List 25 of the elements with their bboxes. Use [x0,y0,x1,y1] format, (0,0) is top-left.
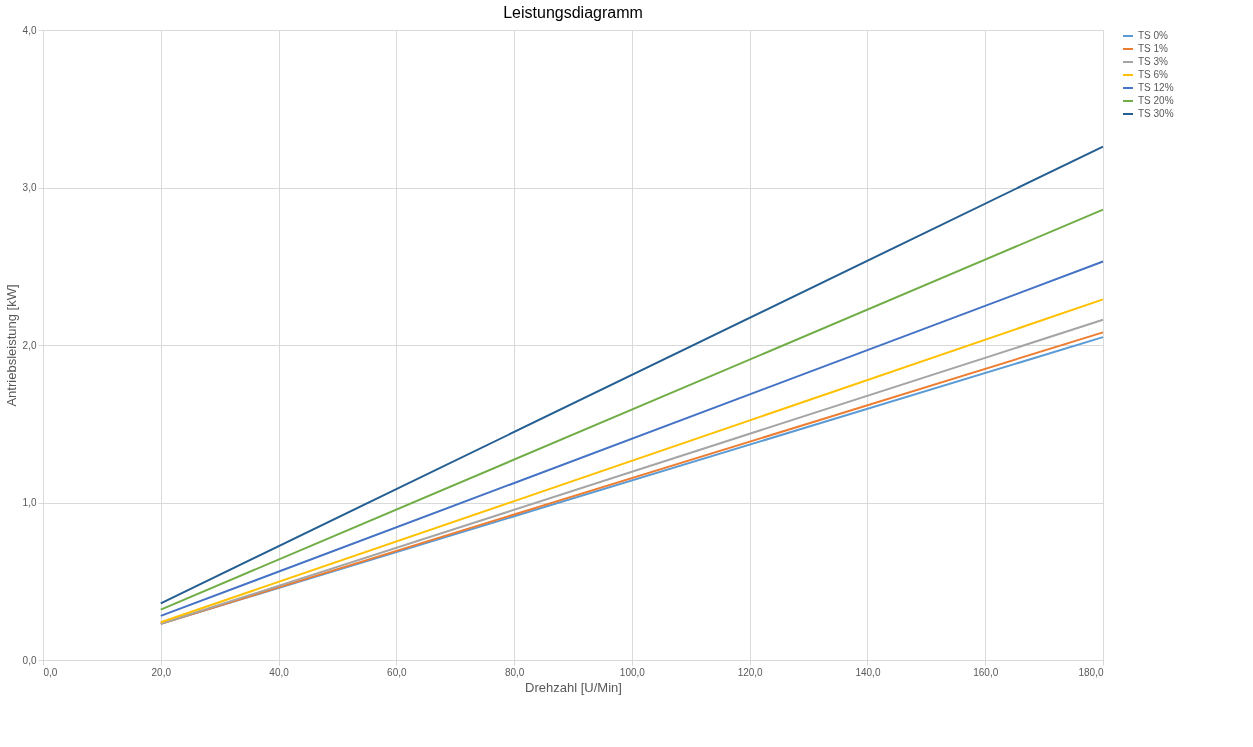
legend-label: TS 30% [1138,108,1174,119]
x-tick-label: 140,0 [855,666,881,678]
x-tick-label: 120,0 [737,666,764,678]
y-tick-label: 3,0 [22,182,37,193]
x-axis-title: Drehzahl [U/Min] [525,679,622,695]
legend-label: TS 6% [1138,69,1169,80]
x-tick-label: 0,0 [43,666,58,678]
chart-title: Leistungsdiagramm [503,4,643,21]
x-tick-label: 80,0 [504,666,525,678]
y-axis-title: Antriebsleistung [kW] [3,284,19,407]
y-tick-label: 4,0 [22,24,37,36]
y-tick-label: 2,0 [22,339,37,351]
x-tick-label: 100,0 [619,666,646,678]
legend-label: TS 3% [1138,56,1169,67]
x-tick-label: 180,0 [1078,666,1104,678]
y-tick-label: 0,0 [22,654,37,666]
legend-label: TS 12% [1138,82,1174,93]
legend-label: TS 0% [1138,30,1169,41]
y-tick-label: 1,0 [22,497,37,508]
x-tick-label: 20,0 [151,666,172,678]
legend-label: TS 1% [1138,43,1169,54]
x-tick-label: 60,0 [387,666,407,678]
legend-label: TS 20% [1138,95,1174,106]
x-tick-label: 40,0 [269,666,290,678]
x-tick-label: 160,0 [973,666,999,678]
